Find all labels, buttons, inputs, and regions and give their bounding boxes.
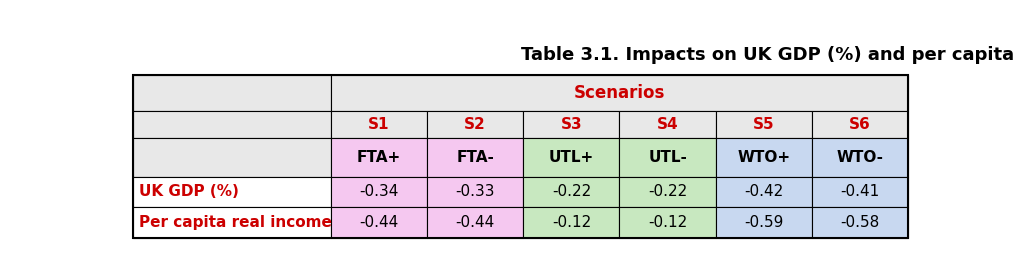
Bar <box>331 111 427 138</box>
Bar <box>331 177 427 207</box>
Bar <box>427 111 523 138</box>
Bar <box>715 177 812 207</box>
Bar <box>620 111 715 138</box>
Text: S1: S1 <box>368 117 390 132</box>
Bar <box>812 177 908 207</box>
Text: Per capita real income: Per capita real income <box>139 215 331 230</box>
Text: WTO+: WTO+ <box>738 150 790 165</box>
Text: -0.33: -0.33 <box>455 184 495 199</box>
Text: -0.12: -0.12 <box>648 215 687 230</box>
Bar <box>427 207 523 238</box>
Text: S6: S6 <box>849 117 871 132</box>
Bar <box>812 207 908 238</box>
Text: -0.41: -0.41 <box>840 184 880 199</box>
Bar <box>331 75 908 111</box>
Text: -0.42: -0.42 <box>744 184 783 199</box>
Bar <box>620 207 715 238</box>
Text: FTA-: FTA- <box>456 150 494 165</box>
Bar <box>523 207 620 238</box>
Text: S3: S3 <box>561 117 582 132</box>
Bar <box>715 138 812 177</box>
Bar <box>331 207 427 238</box>
Bar <box>133 177 331 207</box>
Text: -0.12: -0.12 <box>552 215 591 230</box>
Bar <box>812 138 908 177</box>
Bar <box>715 207 812 238</box>
Text: UK GDP (%): UK GDP (%) <box>139 184 239 199</box>
Text: -0.58: -0.58 <box>840 215 880 230</box>
Text: Table 3.1. Impacts on UK GDP (%) and per capita income (%) (cf Baseline projecti: Table 3.1. Impacts on UK GDP (%) and per… <box>521 46 1016 64</box>
Bar <box>427 138 523 177</box>
Bar <box>620 177 715 207</box>
Bar <box>133 138 331 177</box>
Bar <box>133 75 331 111</box>
Text: S4: S4 <box>656 117 679 132</box>
Bar <box>620 138 715 177</box>
Text: -0.59: -0.59 <box>744 215 783 230</box>
Bar <box>715 111 812 138</box>
Bar <box>523 111 620 138</box>
Bar <box>133 207 331 238</box>
Text: -0.44: -0.44 <box>455 215 495 230</box>
Bar <box>812 111 908 138</box>
Text: -0.22: -0.22 <box>648 184 687 199</box>
Bar <box>427 177 523 207</box>
Text: -0.44: -0.44 <box>360 215 398 230</box>
Text: WTO-: WTO- <box>836 150 884 165</box>
Bar <box>331 138 427 177</box>
Bar <box>523 177 620 207</box>
Text: Scenarios: Scenarios <box>574 84 665 102</box>
Text: FTA+: FTA+ <box>357 150 401 165</box>
Text: S2: S2 <box>464 117 486 132</box>
Text: S5: S5 <box>753 117 774 132</box>
Bar <box>133 111 331 138</box>
Text: -0.22: -0.22 <box>552 184 591 199</box>
Bar <box>523 138 620 177</box>
Bar <box>133 75 908 238</box>
Text: UTL+: UTL+ <box>549 150 594 165</box>
Text: -0.34: -0.34 <box>360 184 398 199</box>
Text: UTL-: UTL- <box>648 150 687 165</box>
